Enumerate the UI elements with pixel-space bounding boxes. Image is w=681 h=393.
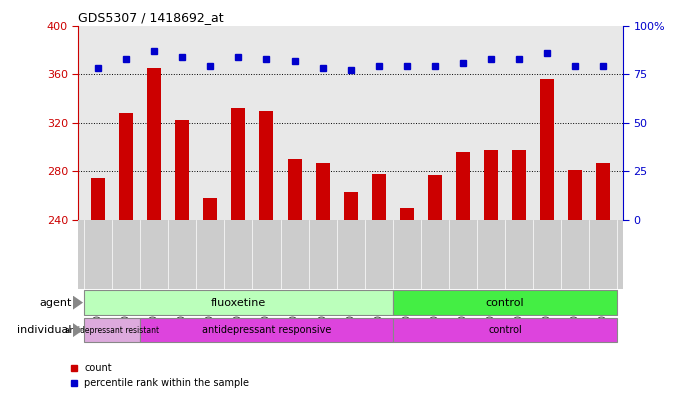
Text: agent: agent: [39, 298, 72, 308]
Text: antidepressant responsive: antidepressant responsive: [202, 325, 331, 335]
Text: antidepressant resistant: antidepressant resistant: [65, 326, 159, 334]
Polygon shape: [73, 296, 83, 310]
Bar: [119, 113, 133, 220]
Bar: [84, 290, 393, 315]
Bar: [259, 111, 274, 220]
Bar: [140, 318, 393, 342]
Bar: [372, 174, 386, 220]
Bar: [315, 163, 330, 220]
Bar: [512, 150, 526, 220]
Polygon shape: [73, 323, 83, 337]
Bar: [393, 290, 618, 315]
Text: individual: individual: [17, 325, 72, 335]
Bar: [540, 79, 554, 220]
Bar: [84, 318, 140, 342]
Bar: [456, 152, 470, 220]
Bar: [175, 120, 189, 220]
Text: control: control: [486, 298, 524, 308]
Bar: [91, 178, 105, 220]
Text: fluoxetine: fluoxetine: [210, 298, 266, 308]
Bar: [569, 170, 582, 220]
Bar: [287, 159, 302, 220]
Bar: [204, 198, 217, 220]
Bar: [597, 163, 610, 220]
Text: GDS5307 / 1418692_at: GDS5307 / 1418692_at: [78, 11, 224, 24]
Bar: [344, 192, 358, 220]
Bar: [428, 175, 442, 220]
Legend: count, percentile rank within the sample: count, percentile rank within the sample: [69, 363, 249, 388]
Bar: [147, 68, 161, 220]
Text: control: control: [488, 325, 522, 335]
Bar: [232, 108, 245, 220]
Bar: [484, 150, 498, 220]
Bar: [393, 318, 618, 342]
Bar: [400, 208, 414, 220]
